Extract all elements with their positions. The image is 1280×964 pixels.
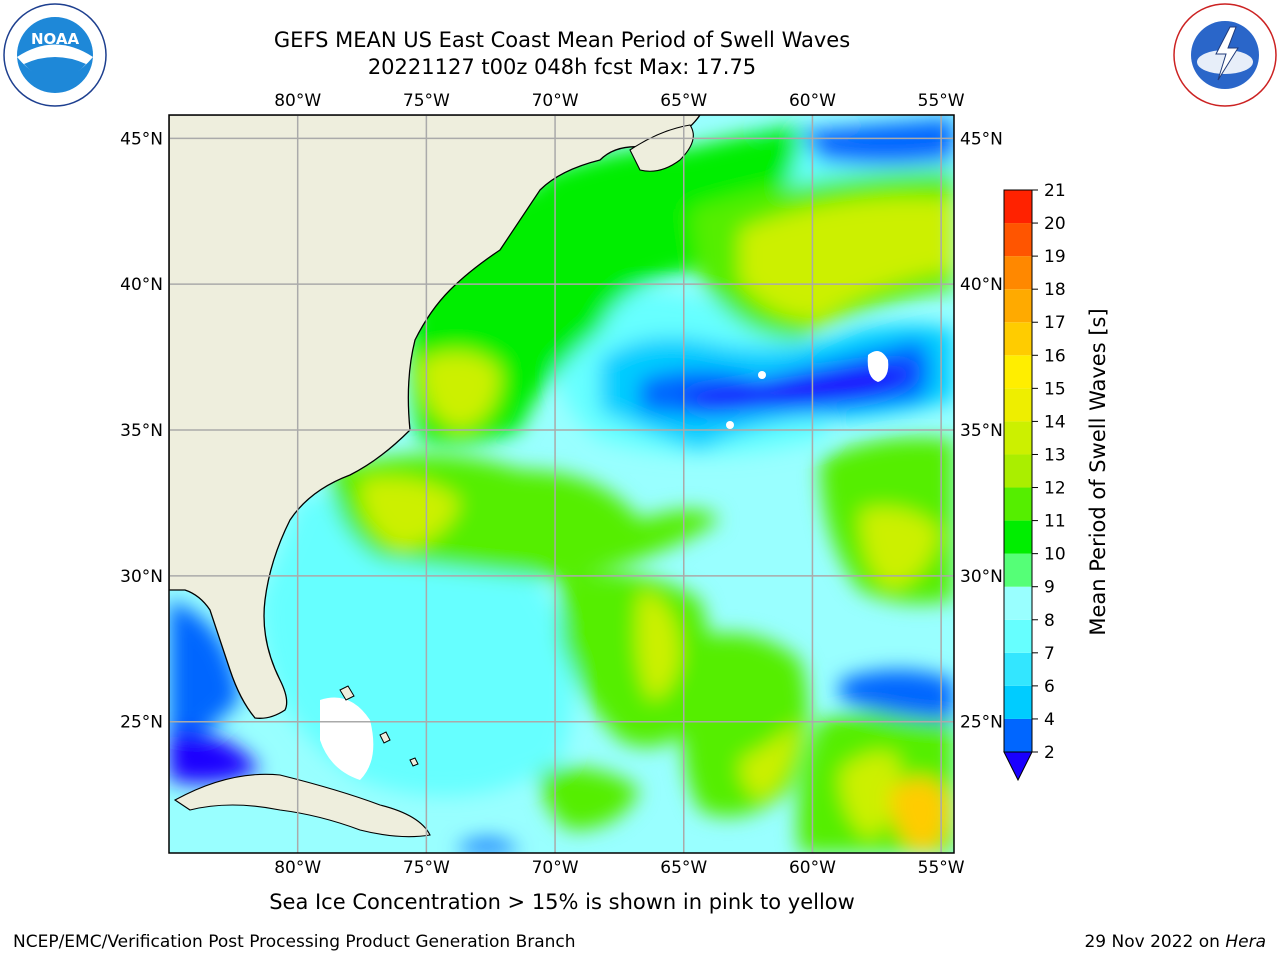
chart-title: GEFS MEAN US East Coast Mean Period of S… <box>273 28 851 52</box>
noaa-logo-text: NOAA <box>31 30 80 48</box>
colorbar-tick-label: 19 <box>1044 247 1066 267</box>
colorbar-segment <box>1004 322 1032 356</box>
colorbar-extend-arrow <box>1003 751 1033 782</box>
colorbar-tick-label: 20 <box>1044 214 1066 234</box>
sea-ice-note: Sea Ice Concentration > 15% is shown in … <box>269 890 855 914</box>
credit-text: NCEP/EMC/Verification Post Processing Pr… <box>13 932 576 952</box>
noaa-logo: NOAA <box>2 2 108 108</box>
colorbar-tick-label: 18 <box>1044 280 1066 300</box>
machine-name: Hera <box>1225 932 1266 952</box>
colorbar-tick-label: 6 <box>1044 677 1055 697</box>
colorbar-segment <box>1004 520 1032 554</box>
colorbar-tick-label: 15 <box>1044 379 1066 399</box>
lat-label-left: 45°N <box>120 129 163 149</box>
colorbar-segment <box>1004 718 1032 752</box>
lon-label-top: 65°W <box>660 91 707 111</box>
date-label: 29 Nov 2022 on <box>1084 932 1226 952</box>
colorbar-tick-label: 17 <box>1044 313 1066 333</box>
colorbar-tick-label: 4 <box>1044 710 1055 730</box>
colorbar-segment <box>1004 487 1032 521</box>
colorbar-tick-label: 2 <box>1044 743 1055 763</box>
map-tick-labels: 80°W 80°W 75°W 75°W 70°W 70°W 65°W 65°W 60°W 60°W… <box>120 91 1003 878</box>
swell-period-field <box>169 115 954 853</box>
colorbar-tick-label: 12 <box>1044 479 1066 499</box>
colorbar-tick-label: 13 <box>1044 445 1066 465</box>
colorbar-segment <box>1004 190 1032 224</box>
date-text: 29 Nov 2022 on Hera <box>1084 932 1266 952</box>
chart-subtitle: 20221127 t00z 048h fcst Max: 17.75 <box>367 55 757 79</box>
lon-label-bottom: 55°W <box>918 858 965 878</box>
lon-label-top: 75°W <box>403 91 450 111</box>
colorbar-tick-label: 9 <box>1044 578 1055 598</box>
colorbar-tick-label: 11 <box>1044 512 1066 532</box>
colorbar-segment <box>1004 256 1032 290</box>
lon-label-bottom: 60°W <box>789 858 836 878</box>
colorbar-segment <box>1004 652 1032 686</box>
lat-label-right: 30°N <box>960 567 1003 587</box>
colorbar-tick-label: 8 <box>1044 611 1055 631</box>
colorbar-segment <box>1004 586 1032 620</box>
lat-label-left: 35°N <box>120 421 163 441</box>
colorbar-segment <box>1004 685 1032 719</box>
lat-label-left: 30°N <box>120 567 163 587</box>
map-frame <box>168 114 955 854</box>
lon-label-bottom: 65°W <box>660 858 707 878</box>
colorbar-segment <box>1004 355 1032 389</box>
lon-label-top: 70°W <box>532 91 579 111</box>
colorbar-segment <box>1004 619 1032 653</box>
nws-logo <box>1172 2 1278 108</box>
colorbar-segment <box>1004 223 1032 257</box>
colorbar-segment <box>1004 454 1032 488</box>
lat-label-left: 25°N <box>120 713 163 733</box>
colorbar-tick-label: 14 <box>1044 412 1066 432</box>
colorbar-segment <box>1004 388 1032 422</box>
lon-label-bottom: 75°W <box>403 858 450 878</box>
lon-label-bottom: 80°W <box>274 858 321 878</box>
lat-label-right: 45°N <box>960 129 1003 149</box>
lat-label-right: 40°N <box>960 275 1003 295</box>
lat-label-right: 25°N <box>960 713 1003 733</box>
lat-label-right: 35°N <box>960 421 1003 441</box>
lon-label-top: 55°W <box>918 91 965 111</box>
colorbar: 2 4 6 7 8 9 10 11 12 13 14 15 16 17 18 19 20 21 <box>1003 181 1066 782</box>
lon-label-top: 80°W <box>274 91 321 111</box>
colorbar-frame <box>1003 189 1033 753</box>
colorbar-segment <box>1004 289 1032 323</box>
map-gridlines <box>169 115 954 853</box>
lon-label-bottom: 70°W <box>532 858 579 878</box>
colorbar-tick-label: 7 <box>1044 644 1055 664</box>
colorbar-segment <box>1004 421 1032 455</box>
colorbar-tick-label: 10 <box>1044 545 1066 565</box>
lon-label-top: 60°W <box>789 91 836 111</box>
colorbar-tick-label: 21 <box>1044 181 1066 201</box>
lat-label-left: 40°N <box>120 275 163 295</box>
colorbar-label: Mean Period of Swell Waves [s] <box>1086 308 1110 635</box>
colorbar-segment <box>1004 553 1032 587</box>
colorbar-tick-label: 16 <box>1044 346 1066 366</box>
